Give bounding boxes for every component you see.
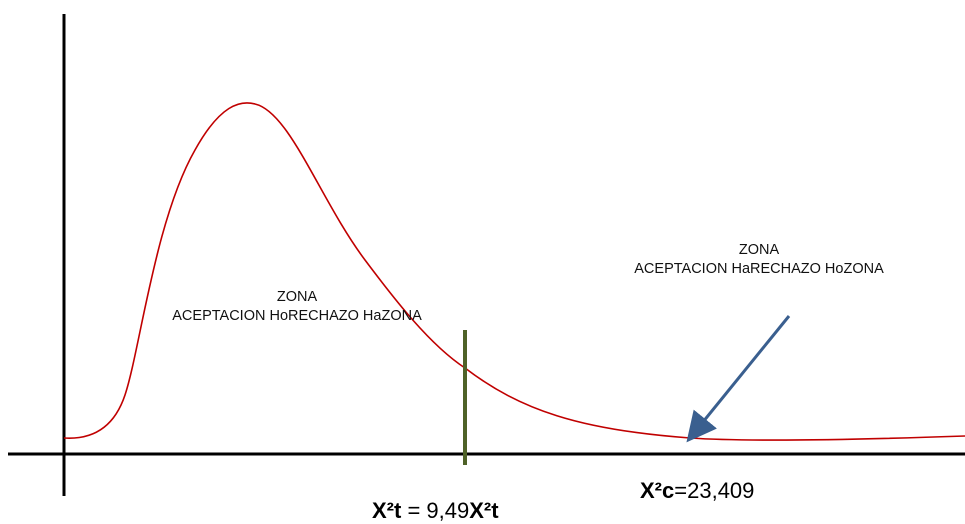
critical-value-separator: =: [401, 498, 427, 523]
calculated-value-number: 23,409: [687, 478, 755, 503]
right-zone-description: ACEPTACION HaRECHAZO HoZONA: [634, 261, 884, 277]
critical-value-symbol-suffix: X²t: [469, 498, 499, 523]
critical-value-number: 9,49: [426, 498, 470, 523]
right-zone-title: ZONA: [738, 242, 780, 258]
critical-value-label: X²t = 9,49X²t: [372, 498, 499, 524]
calculated-value-symbol: X²c: [640, 478, 675, 503]
left-zone-label: ZONA ACEPTACION HoRECHAZO HaZONA: [147, 288, 447, 326]
left-zone-title: ZONA: [276, 289, 318, 305]
calculated-value-label: X²c=23,409: [640, 478, 754, 504]
critical-value-symbol: X²t: [372, 498, 402, 523]
right-zone-label: ZONA ACEPTACION HaRECHAZO HoZONA: [608, 241, 910, 279]
calculated-value-separator: =: [674, 478, 688, 503]
left-zone-description: ACEPTACION HoRECHAZO HaZONA: [172, 308, 422, 324]
calculated-value-arrow: [686, 315, 791, 443]
